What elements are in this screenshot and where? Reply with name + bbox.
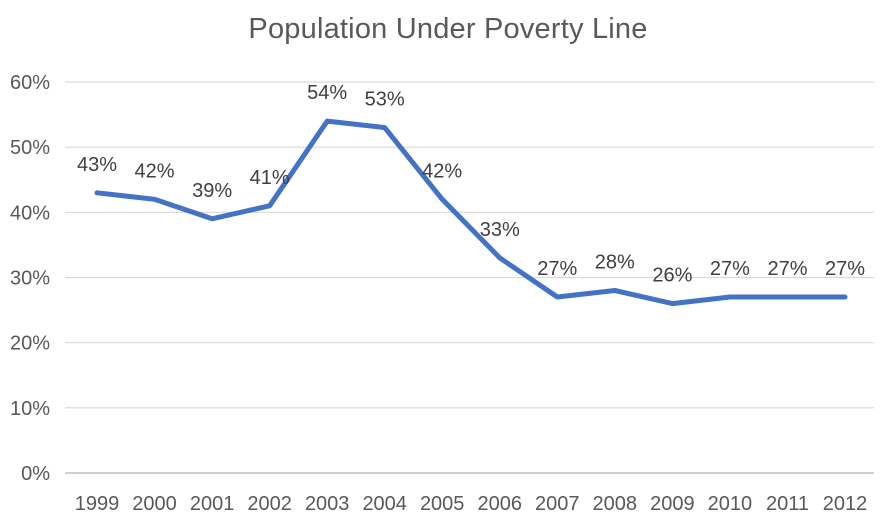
x-axis-tick-label: 1999 — [75, 493, 120, 515]
x-axis-tick-label: 2003 — [305, 493, 350, 515]
data-point-label: 42% — [422, 160, 462, 182]
data-point-label: 33% — [480, 219, 520, 241]
data-point-label: 27% — [825, 258, 865, 280]
data-point-label: 43% — [77, 154, 117, 176]
data-point-label: 27% — [767, 258, 807, 280]
data-point-label: 27% — [710, 258, 750, 280]
x-axis-tick-label: 2005 — [420, 493, 465, 515]
x-axis-tick-label: 2009 — [650, 493, 695, 515]
y-axis-tick-label: 60% — [10, 72, 50, 94]
x-axis-tick-label: 2008 — [593, 493, 638, 515]
data-point-label: 28% — [595, 252, 635, 274]
y-axis-tick-label: 30% — [10, 268, 50, 290]
x-axis-tick-label: 2007 — [535, 493, 580, 515]
x-axis-tick-label: 2004 — [362, 493, 407, 515]
chart-title: Population Under Poverty Line — [248, 13, 648, 45]
data-point-label: 27% — [537, 258, 577, 280]
y-axis-tick-label: 40% — [10, 202, 50, 224]
y-axis-tick-label: 0% — [21, 463, 50, 485]
data-point-label: 39% — [192, 180, 232, 202]
data-point-label: 41% — [250, 167, 290, 189]
data-point-label: 53% — [365, 89, 405, 111]
y-axis-tick-label: 20% — [10, 333, 50, 355]
x-axis-tick-label: 2012 — [823, 493, 868, 515]
x-axis-tick-label: 2011 — [766, 493, 809, 515]
data-series-line — [94, 118, 848, 307]
x-axis-tick-label: 2002 — [247, 493, 292, 515]
y-axis-tick-label: 50% — [10, 137, 50, 159]
x-axis-tick-label: 2010 — [708, 493, 753, 515]
data-point-label: 54% — [307, 82, 347, 104]
data-point-label: 26% — [652, 265, 692, 287]
x-axis-tick-label: 2000 — [132, 493, 177, 515]
y-axis-tick-label: 10% — [10, 398, 50, 420]
x-axis-tick-label: 2001 — [190, 493, 235, 515]
data-point-label: 42% — [134, 160, 174, 182]
x-axis-tick-label: 2006 — [478, 493, 523, 515]
